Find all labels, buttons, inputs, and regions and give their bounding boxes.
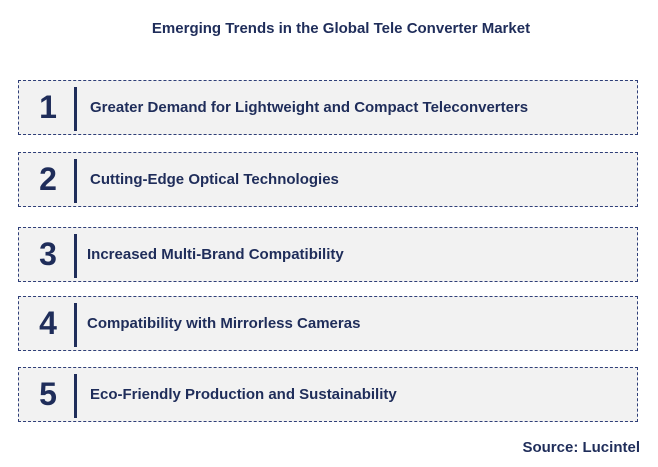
trend-item-1: 1 Greater Demand for Lightweight and Com…: [18, 80, 638, 135]
trend-list: 1 Greater Demand for Lightweight and Com…: [18, 80, 638, 439]
trend-number: 4: [39, 305, 57, 341]
trend-divider: [74, 374, 77, 418]
trend-label: Greater Demand for Lightweight and Compa…: [90, 99, 529, 116]
source-credit: Source: Lucintel: [522, 439, 640, 456]
trend-number: 5: [39, 376, 57, 412]
trend-divider: [74, 234, 77, 278]
trend-item-5: 5 Eco-Friendly Production and Sustainabi…: [18, 367, 638, 422]
page-title: Emerging Trends in the Global Tele Conve…: [151, 20, 531, 37]
trend-number: 3: [39, 236, 57, 272]
trend-divider: [74, 159, 77, 203]
trend-number: 1: [39, 89, 57, 125]
trend-label: Eco-Friendly Production and Sustainabili…: [90, 386, 397, 403]
trend-divider: [74, 87, 77, 131]
trend-divider: [74, 303, 77, 347]
trend-item-4: 4 Compatibility with Mirrorless Cameras: [18, 296, 638, 351]
trend-label: Cutting-Edge Optical Technologies: [90, 171, 339, 188]
trend-number: 2: [39, 161, 57, 197]
trend-label: Increased Multi-Brand Compatibility: [87, 246, 344, 263]
trend-item-2: 2 Cutting-Edge Optical Technologies: [18, 152, 638, 207]
trend-label: Compatibility with Mirrorless Cameras: [87, 315, 361, 332]
trend-item-3: 3 Increased Multi-Brand Compatibility: [18, 227, 638, 282]
